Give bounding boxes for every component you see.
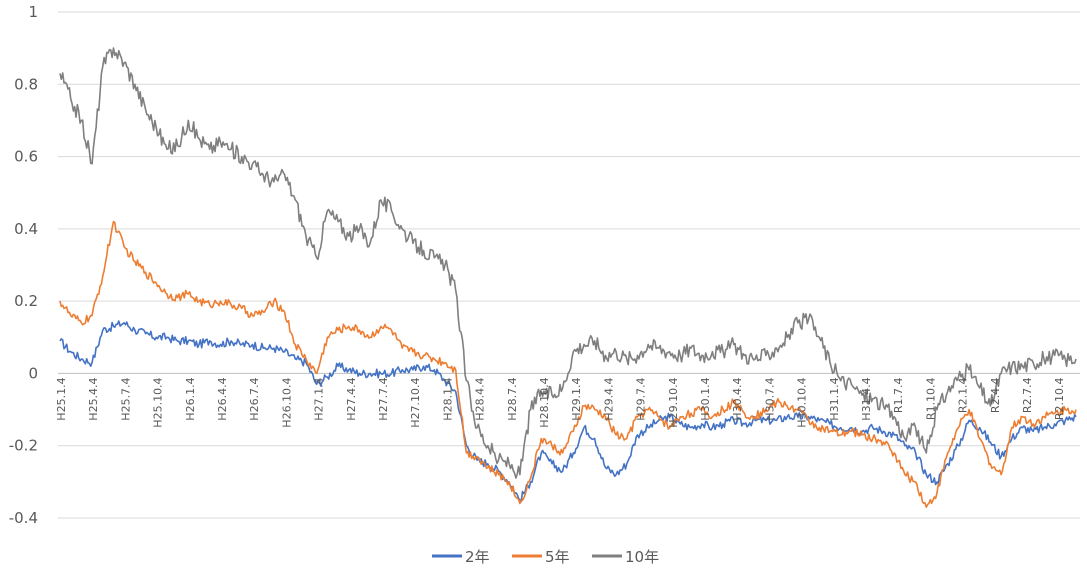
series-lines (59, 47, 1077, 508)
x-tick-label: H28.1.4 (441, 377, 454, 420)
y-tick-label: -0.4 (9, 509, 38, 527)
legend-label: 5年 (545, 548, 570, 566)
legend-item: 2年 (432, 548, 490, 566)
legend-label: 2年 (465, 548, 490, 566)
x-tick-label: H31.1.4 (828, 377, 841, 420)
x-tick-label: H26.7.4 (248, 377, 261, 420)
y-tick-label: 0.8 (14, 75, 38, 93)
x-tick-label: H30.10.4 (796, 377, 809, 427)
x-tick-label: R2.7.4 (1021, 377, 1034, 413)
legend-item: 5年 (512, 548, 570, 566)
y-tick-label: 0.6 (14, 148, 38, 166)
x-tick-label: H26.1.4 (184, 377, 197, 420)
x-tick-label: H28.4.4 (474, 377, 487, 420)
x-tick-label: H30.4.4 (731, 377, 744, 420)
x-tick-label: H26.4.4 (216, 377, 229, 420)
x-tick-label: H29.1.4 (570, 377, 583, 420)
x-tick-label: H27.10.4 (409, 377, 422, 427)
x-tick-label: R1.7.4 (892, 377, 905, 413)
x-axis: H25.1.4 H25.4.4 H25.7.4 H25.10.4 H26.1.4 H26.… (55, 377, 1066, 427)
y-tick-label: 0.2 (14, 292, 38, 310)
x-tick-label: H25.4.4 (87, 377, 100, 420)
x-tick-label: H27.1.4 (313, 377, 326, 420)
series-line-1 (59, 320, 1077, 503)
x-tick-label: R2.4.4 (989, 377, 1002, 413)
x-tick-label: H25.7.4 (119, 377, 132, 420)
legend-label: 10年 (625, 548, 659, 566)
x-tick-label: R2.1.4 (957, 377, 970, 413)
x-tick-label: H26.10.4 (280, 377, 293, 427)
x-tick-label: H28.7.4 (506, 377, 519, 420)
x-tick-label: H29.7.4 (635, 377, 648, 420)
y-tick-label: -0.2 (9, 437, 38, 455)
x-tick-label: H27.4.4 (345, 377, 358, 420)
legend-item: 10年 (592, 548, 659, 566)
series-line-2 (59, 220, 1077, 508)
x-tick-label: R2.10.4 (1053, 377, 1066, 420)
y-tick-label: 1 (28, 3, 38, 21)
y-tick-label: 0.4 (14, 220, 38, 238)
x-tick-label: H28.10.4 (538, 377, 551, 427)
x-tick-label: H29.4.4 (602, 377, 615, 420)
legend: 2年 5年 10年 (432, 548, 659, 566)
x-tick-label: H30.1.4 (699, 377, 712, 420)
y-axis: 1 0.8 0.6 0.4 0.2 0 -0.2 -0.4 (9, 3, 38, 527)
x-tick-label: H31.4.4 (860, 377, 873, 420)
x-tick-label: R1.10.4 (924, 377, 937, 420)
y-tick-label: 0 (28, 364, 38, 382)
x-tick-label: H25.1.4 (55, 377, 68, 420)
x-tick-label: H27.7.4 (377, 377, 390, 420)
x-tick-label: H29.10.4 (667, 377, 680, 427)
series-line-3 (59, 47, 1077, 479)
x-tick-label: H25.10.4 (152, 377, 165, 427)
x-tick-label: H30.7.4 (763, 377, 776, 420)
